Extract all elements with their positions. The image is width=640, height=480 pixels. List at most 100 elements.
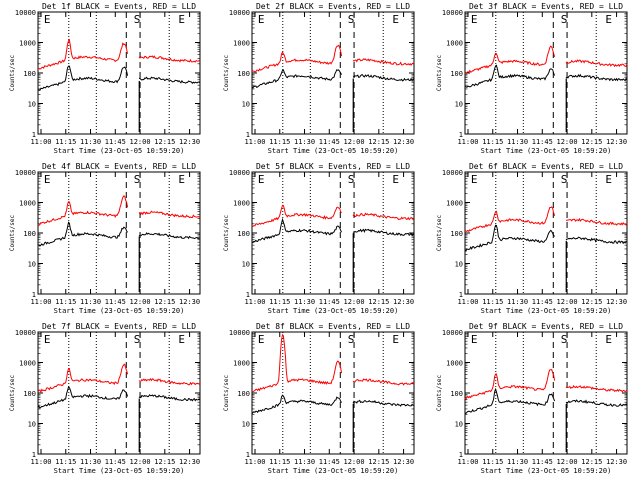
- x-tick-label: 11:45: [105, 458, 126, 466]
- plot-frame: [251, 331, 415, 455]
- x-tick-label: 11:15: [55, 458, 76, 466]
- y-axis-label: Counts/sec: [436, 55, 443, 92]
- x-tick-label: 11:30: [80, 458, 101, 466]
- y-tick-label: 1000: [446, 360, 463, 368]
- y-tick-label: 100: [450, 390, 463, 398]
- y-tick-label: 10000: [15, 329, 36, 337]
- x-tick-label: 12:30: [393, 138, 414, 146]
- y-axis-label: Counts/sec: [9, 215, 16, 252]
- detector-panel-9: Det 9f BLACK = Events, RED = LLD 1 10 100 10…: [436, 322, 628, 475]
- panel-title: Det 3f BLACK = Events, RED = LLD: [469, 2, 623, 11]
- y-tick-label: 10000: [442, 329, 463, 337]
- y-tick-label: 10000: [442, 9, 463, 17]
- y-tick-label: 10000: [442, 169, 463, 177]
- y-axis-label: Counts/sec: [436, 215, 443, 252]
- panel-title: Det 8f BLACK = Events, RED = LLD: [256, 322, 410, 331]
- x-tick-label: 11:45: [532, 138, 553, 146]
- y-tick-label: 1000: [19, 40, 36, 48]
- x-tick-label: 12:15: [154, 458, 175, 466]
- plot-frame: [464, 171, 628, 295]
- series-line-events: [251, 394, 414, 415]
- y-tick-label: 1000: [446, 40, 463, 48]
- y-tick-label: 1: [32, 131, 36, 139]
- x-tick-label: 12:00: [557, 458, 578, 466]
- event-marker-label: E: [471, 173, 478, 186]
- y-tick-label: 1000: [233, 200, 250, 208]
- panel-title: Det 5f BLACK = Events, RED = LLD: [256, 162, 410, 171]
- y-tick-label: 100: [237, 70, 250, 78]
- y-tick-label: 1000: [19, 200, 36, 208]
- x-tick-label: 12:15: [154, 298, 175, 306]
- x-axis-label: Start Time (23-Oct-05 10:59:20): [268, 307, 399, 315]
- x-tick-label: 12:15: [154, 138, 175, 146]
- series-line-lld: [464, 45, 628, 75]
- y-tick-label: 1: [32, 451, 36, 459]
- y-tick-label: 10000: [15, 9, 36, 17]
- x-tick-label: 12:30: [179, 298, 200, 306]
- event-marker-label: E: [258, 13, 265, 26]
- x-tick-label: 12:30: [393, 298, 414, 306]
- event-marker-label: S: [134, 173, 141, 186]
- panel-title: Det 1f BLACK = Events, RED = LLD: [42, 2, 196, 11]
- x-tick-label: 11:00: [30, 458, 51, 466]
- event-marker-label: E: [258, 173, 265, 186]
- panel-title: Det 6f BLACK = Events, RED = LLD: [469, 162, 623, 171]
- panel-title: Det 2f BLACK = Events, RED = LLD: [256, 2, 410, 11]
- x-tick-label: 11:15: [269, 458, 290, 466]
- x-axis-label: Start Time (23-Oct-05 10:59:20): [481, 147, 612, 155]
- detector-panel-4: Det 4f BLACK = Events, RED = LLD 1 10 100 10…: [9, 162, 201, 315]
- series-line-events: [464, 224, 628, 252]
- event-marker-label: E: [392, 13, 399, 26]
- y-tick-label: 100: [23, 230, 36, 238]
- x-tick-label: 11:45: [532, 458, 553, 466]
- plot-frame: [251, 11, 415, 135]
- x-tick-label: 11:00: [244, 458, 265, 466]
- y-axis-label: Counts/sec: [223, 55, 230, 92]
- x-tick-label: 11:45: [319, 298, 340, 306]
- x-tick-label: 11:45: [105, 138, 126, 146]
- y-axis-label: Counts/sec: [9, 55, 16, 92]
- y-tick-label: 10: [455, 101, 463, 109]
- y-tick-label: 1000: [19, 360, 36, 368]
- series-line-events: [251, 217, 415, 244]
- detector-panel-6: Det 6f BLACK = Events, RED = LLD 1 10 100 10…: [436, 162, 628, 315]
- x-tick-label: 11:00: [457, 138, 478, 146]
- x-tick-label: 11:30: [294, 298, 315, 306]
- x-tick-label: 11:30: [507, 138, 528, 146]
- panel-title: Det 9f BLACK = Events, RED = LLD: [469, 322, 623, 331]
- plot-frame: [37, 171, 201, 295]
- x-tick-label: 11:15: [482, 138, 503, 146]
- x-axis-label: Start Time (23-Oct-05 10:59:20): [481, 467, 612, 475]
- y-tick-label: 1: [459, 451, 463, 459]
- detector-panel-1: Det 1f BLACK = Events, RED = LLD 1 10 100 10…: [9, 2, 201, 155]
- y-tick-label: 1000: [233, 360, 250, 368]
- series-line-lld: [37, 38, 201, 70]
- y-tick-label: 1: [246, 451, 250, 459]
- x-tick-label: 11:45: [105, 298, 126, 306]
- panel-title: Det 7f BLACK = Events, RED = LLD: [42, 322, 196, 331]
- y-axis-label: Counts/sec: [9, 375, 16, 412]
- y-tick-label: 10000: [229, 9, 250, 17]
- series-line-events: [251, 69, 415, 89]
- y-axis-label: Counts/sec: [223, 375, 230, 412]
- y-tick-label: 10: [28, 101, 36, 109]
- event-marker-label: S: [348, 13, 355, 26]
- series-line-events: [38, 65, 201, 92]
- x-axis-label: Start Time (23-Oct-05 10:59:20): [268, 467, 399, 475]
- event-marker-label: E: [471, 333, 478, 346]
- x-tick-label: 12:30: [179, 138, 200, 146]
- x-tick-label: 11:15: [482, 298, 503, 306]
- plot-frame: [37, 11, 201, 135]
- x-tick-label: 12:15: [368, 458, 389, 466]
- x-tick-label: 12:00: [130, 298, 151, 306]
- y-tick-label: 10: [242, 101, 250, 109]
- plot-frame: [464, 11, 628, 135]
- event-marker-label: E: [44, 173, 51, 186]
- y-tick-label: 10: [28, 421, 36, 429]
- x-tick-label: 11:00: [457, 298, 478, 306]
- series-line-lld: [464, 206, 628, 233]
- x-tick-label: 12:15: [368, 298, 389, 306]
- event-marker-label: E: [471, 13, 478, 26]
- x-tick-label: 12:15: [581, 298, 602, 306]
- series-line-lld: [251, 204, 415, 228]
